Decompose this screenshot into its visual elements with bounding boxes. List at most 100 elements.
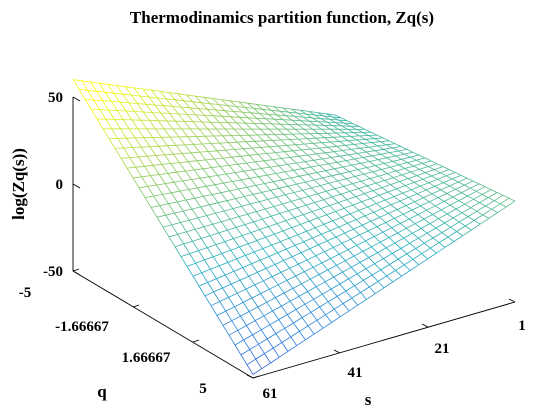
mesh-line [288,237,296,246]
mesh-line [248,134,255,142]
mesh-line [327,301,335,310]
mesh-line [186,228,196,233]
mesh-line [274,118,281,125]
mesh-line [343,164,352,168]
mesh-line [434,166,444,170]
mesh-line [378,191,389,196]
mesh-line [305,179,315,183]
mesh-line [369,175,379,179]
mesh-line [242,267,250,277]
mesh-line [175,99,184,102]
mesh-line [212,98,222,100]
mesh-line [287,309,297,315]
mesh-line [289,268,296,277]
mesh-line [397,253,408,260]
mesh-line [291,108,301,111]
q-tick-mark [72,268,80,272]
mesh-line [380,141,387,146]
mesh-line [316,281,326,288]
mesh-line [286,144,296,146]
s-axis-label: s [365,390,372,409]
mesh-line [287,164,294,171]
mesh-line [185,170,192,180]
mesh-line [310,148,317,155]
mesh-line [169,113,176,122]
mesh-line [386,242,396,249]
mesh-line [369,161,376,166]
mesh-line [272,158,282,160]
mesh-line [341,238,351,244]
mesh-line [350,234,360,240]
mesh-line [300,133,308,139]
mesh-line [200,204,210,208]
mesh-line [286,128,293,135]
mesh-line [346,199,354,206]
mesh-line [154,104,164,107]
mesh-line [314,114,322,119]
mesh-line [234,302,244,308]
mesh-line [386,144,393,149]
z-tick-mark [72,270,81,276]
mesh-line [375,163,385,166]
mesh-line [409,264,420,271]
mesh-line [253,221,260,230]
mesh-line [272,305,282,312]
mesh-line [253,123,261,130]
mesh-line [368,252,378,258]
mesh-line [259,229,266,238]
mesh-line [247,102,254,109]
mesh-line [119,101,129,104]
mesh-line [441,209,448,215]
mesh-line [297,230,307,236]
mesh-line [174,212,181,223]
mesh-line [149,120,156,130]
mesh-line [397,232,404,239]
mesh-line [239,275,249,281]
mesh-line [316,172,324,179]
mesh-line [307,325,315,335]
mesh-line [394,213,404,219]
mesh-line [289,157,297,164]
mesh-line [443,182,450,187]
mesh-line [276,114,284,121]
mesh-line [228,292,238,298]
mesh-line [161,163,171,165]
mesh-line [378,175,385,181]
mesh-line [282,107,292,110]
mesh-line [277,252,284,261]
mesh-line [363,274,373,281]
mesh-line [266,338,274,349]
mesh-line [437,175,447,180]
mesh-line [386,155,396,159]
mesh-line [255,183,265,186]
mesh-line [461,207,472,214]
mesh-line [354,285,361,293]
mesh-line [279,185,289,189]
mesh-line [305,202,315,206]
mesh-line [105,118,113,130]
mesh-line [309,220,316,229]
mesh-line [195,95,202,103]
mesh-line [213,287,223,293]
mesh-line [401,156,411,160]
mesh-line [135,166,143,178]
mesh-line [181,153,189,162]
mesh-line [292,149,302,152]
mesh-line [293,170,300,177]
mesh-line [177,113,185,122]
mesh-line [328,296,338,303]
mesh-line [283,288,294,294]
mesh-line [358,185,368,189]
mesh-line [443,196,453,202]
mesh-line [413,165,420,170]
mesh-line [414,218,425,225]
mesh-line [221,253,229,263]
mesh-line [187,114,196,116]
mesh-line [317,217,325,225]
mesh-line [438,213,448,220]
mesh-line [119,101,127,112]
mesh-line [255,185,263,193]
mesh-line [277,128,284,135]
mesh-line [238,186,248,190]
mesh-line [347,249,355,257]
